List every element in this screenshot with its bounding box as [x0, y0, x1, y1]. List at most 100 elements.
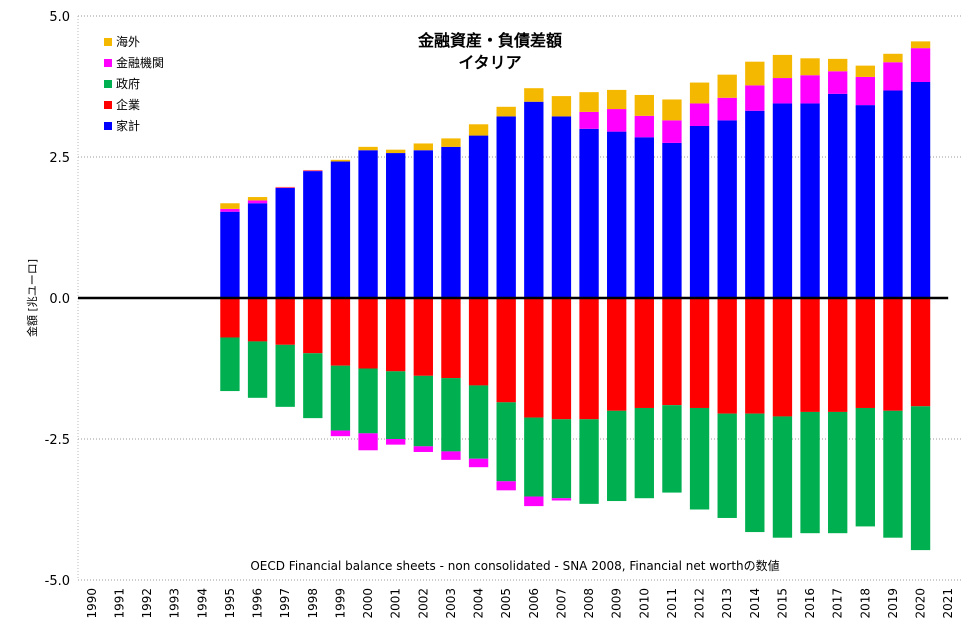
x-tick-label: 2005: [499, 588, 513, 619]
legend-swatch: [104, 101, 112, 109]
bar-segment: [910, 41, 931, 49]
bar-segment: [247, 197, 268, 201]
bar-segment: [524, 417, 544, 497]
x-tick-label: 2019: [886, 588, 900, 619]
bar-segment: [634, 94, 654, 116]
x-tick-label: 2001: [389, 588, 403, 619]
bar-segment: [855, 105, 875, 298]
bar-segment: [358, 298, 378, 369]
bar-segment: [634, 298, 654, 408]
bar-segment: [496, 298, 516, 403]
bar-segment: [386, 149, 406, 154]
bar-segment: [689, 298, 710, 408]
bar-segment: [468, 135, 489, 298]
bar-segment: [662, 405, 682, 493]
bar-segment: [717, 298, 737, 414]
x-tick-label: 2015: [775, 588, 789, 619]
bar-segment: [662, 298, 682, 406]
x-tick-label: 2002: [416, 588, 430, 619]
x-tick-label: 2006: [527, 588, 541, 619]
bar-segment: [247, 341, 268, 398]
y-tick-label: -2.5: [45, 433, 70, 448]
bar-segment: [800, 75, 820, 104]
x-tick-label: 2000: [361, 588, 375, 619]
bar-segment: [551, 498, 572, 501]
bar-segment: [413, 150, 433, 298]
bar-segment: [883, 53, 903, 63]
bar-segment: [772, 298, 793, 417]
bar-segment: [855, 407, 875, 527]
bar-segment: [496, 106, 516, 117]
bar-segment: [607, 298, 627, 411]
bar-segment: [386, 298, 406, 372]
bar-segment: [828, 71, 848, 94]
x-tick-label: 1997: [278, 588, 292, 619]
bar-segment: [607, 410, 627, 502]
bar-segment: [551, 96, 572, 117]
bar-segment: [441, 146, 461, 298]
bar-segment: [745, 298, 765, 414]
x-tick-label: 2014: [748, 588, 762, 619]
bar-segment: [883, 410, 903, 538]
bar-segment: [496, 116, 516, 298]
bar-segment: [303, 171, 323, 298]
bar-segment: [800, 103, 820, 298]
bar-segment: [551, 298, 572, 420]
x-tick-label: 2007: [554, 588, 568, 619]
bar-segment: [220, 298, 240, 338]
bar-segment: [800, 411, 820, 534]
bar-segment: [330, 298, 351, 366]
chart-subtitle: イタリア: [458, 53, 521, 72]
y-tick-label: 5.0: [49, 10, 70, 25]
bar-segment: [689, 103, 710, 126]
bar-segment: [579, 92, 599, 112]
legend-swatch: [104, 80, 112, 88]
bar-segment: [579, 298, 599, 420]
bar-segment: [772, 54, 793, 79]
bar-segment: [910, 298, 931, 407]
bar-segment: [745, 61, 765, 86]
bar-segment: [634, 407, 654, 499]
x-tick-label: 2009: [610, 588, 624, 619]
bar-segment: [828, 58, 848, 72]
legend-label: 金融機関: [116, 55, 164, 70]
bar-segment: [828, 93, 848, 298]
bar-segment: [634, 115, 654, 138]
legend-swatch: [104, 59, 112, 67]
x-tick-label: 1995: [223, 588, 237, 619]
bar-segment: [441, 138, 461, 147]
bar-segment: [275, 186, 295, 188]
bar-segment: [689, 82, 710, 104]
bar-segment: [717, 97, 737, 121]
x-tick-label: 1990: [85, 588, 99, 619]
bar-segment: [745, 110, 765, 298]
bar-segment: [855, 65, 875, 77]
bar-segment: [386, 153, 406, 298]
bar-segment: [579, 111, 599, 129]
bar-segment: [303, 353, 323, 419]
bar-segment: [607, 89, 627, 110]
bar-segment: [524, 298, 544, 418]
x-tick-label: 2021: [941, 588, 955, 619]
bars: [220, 41, 931, 551]
bar-segment: [330, 161, 351, 298]
bar-segment: [607, 131, 627, 298]
x-tick-label: 1999: [333, 588, 347, 619]
bar-segment: [358, 146, 378, 151]
bar-segment: [496, 402, 516, 482]
bar-segment: [330, 159, 351, 162]
legend-label: 海外: [116, 34, 140, 49]
bar-segment: [413, 446, 433, 452]
bar-segment: [524, 496, 544, 507]
bar-segment: [386, 371, 406, 439]
bar-segment: [275, 298, 295, 345]
x-tick-label: 1993: [168, 588, 182, 619]
bar-segment: [468, 298, 489, 386]
y-axis-title: 金額 [兆ユーロ]: [25, 259, 39, 337]
bar-segment: [828, 411, 848, 534]
legend-label: 政府: [116, 76, 140, 91]
bar-segment: [303, 170, 323, 172]
x-tick-label: 2017: [831, 588, 845, 619]
